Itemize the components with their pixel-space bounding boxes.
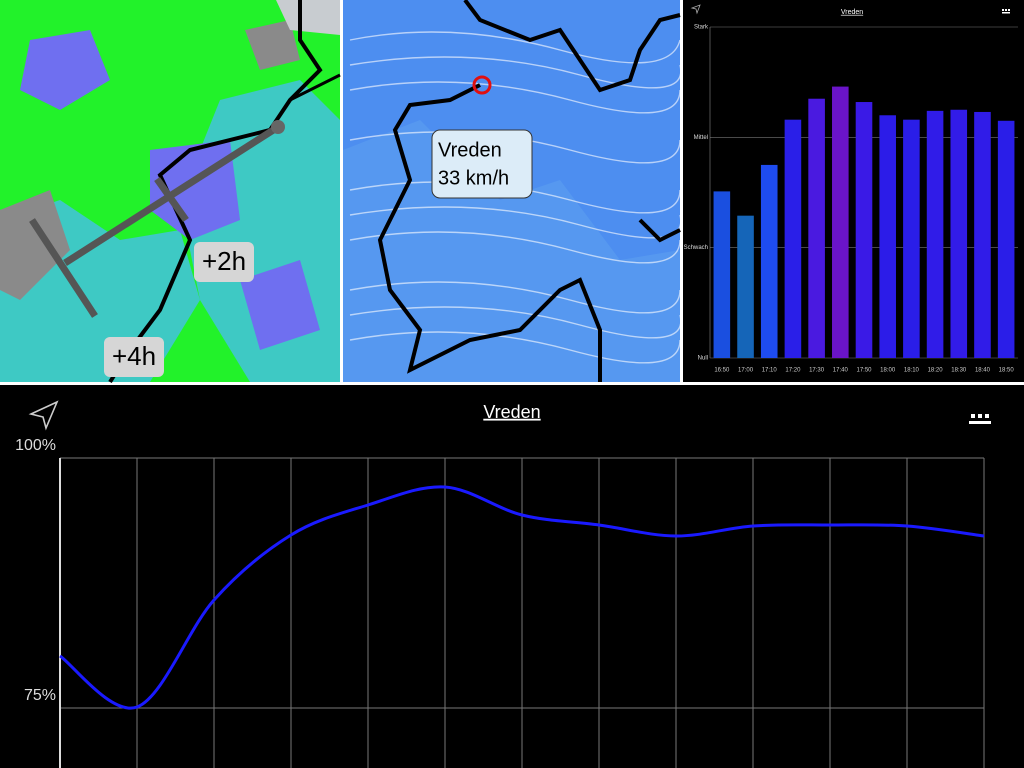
x-tick-label: 17:50: [856, 368, 872, 374]
y-tick-label: Mittel: [694, 135, 708, 141]
x-tick-label: 18:50: [999, 368, 1015, 374]
x-tick-label: 17:20: [785, 368, 801, 374]
map-label: Vreden: [438, 139, 502, 161]
map-label: +4h: [112, 341, 156, 371]
bar: [784, 119, 802, 359]
menu-icon[interactable]: [969, 414, 991, 424]
x-tick-label: 18:10: [904, 368, 920, 374]
bar: [974, 111, 991, 358]
x-tick-label: 17:10: [762, 368, 778, 374]
x-tick-label: 17:40: [833, 368, 849, 374]
line-panel: [0, 385, 1024, 768]
x-tick-label: 17:00: [738, 368, 754, 374]
x-tick-label: 18:00: [880, 368, 896, 374]
line: [59, 485, 985, 710]
bar-panel: [683, 0, 1024, 382]
x-tick-label: 16:50: [714, 368, 730, 374]
map-center: Vreden 33 km/h: [343, 0, 682, 382]
map-label: +2h: [202, 246, 246, 276]
map-label: 33 km/h: [438, 167, 509, 189]
chart-title: Vreden: [483, 402, 540, 422]
bar: [926, 110, 944, 358]
menu-icon[interactable]: [1002, 9, 1010, 14]
y-tick-label: Null: [698, 356, 708, 362]
x-tick-label: 18:40: [975, 368, 991, 374]
bar: [713, 191, 731, 358]
locate-icon[interactable]: [690, 4, 701, 15]
bar: [879, 115, 896, 359]
x-tick-label: 18:20: [928, 368, 944, 374]
bar: [808, 98, 825, 358]
y-tick-label: Stark: [694, 25, 709, 31]
bar: [737, 215, 754, 358]
x-tick-label: 18:30: [951, 368, 967, 374]
y-tick-label: 75%: [24, 687, 56, 704]
bar: [760, 164, 778, 358]
bar: [832, 86, 849, 358]
bar: [950, 109, 968, 358]
y-tick-label: Schwach: [684, 245, 708, 251]
map-left: +2h +4h: [0, 0, 341, 384]
bar: [903, 119, 920, 359]
chart-title: Vreden: [841, 9, 863, 16]
bar: [855, 102, 873, 358]
locate-icon[interactable]: [28, 400, 59, 431]
x-tick-label: 17:30: [809, 368, 825, 374]
y-tick-label: 100%: [15, 437, 56, 454]
bar: [997, 120, 1015, 359]
